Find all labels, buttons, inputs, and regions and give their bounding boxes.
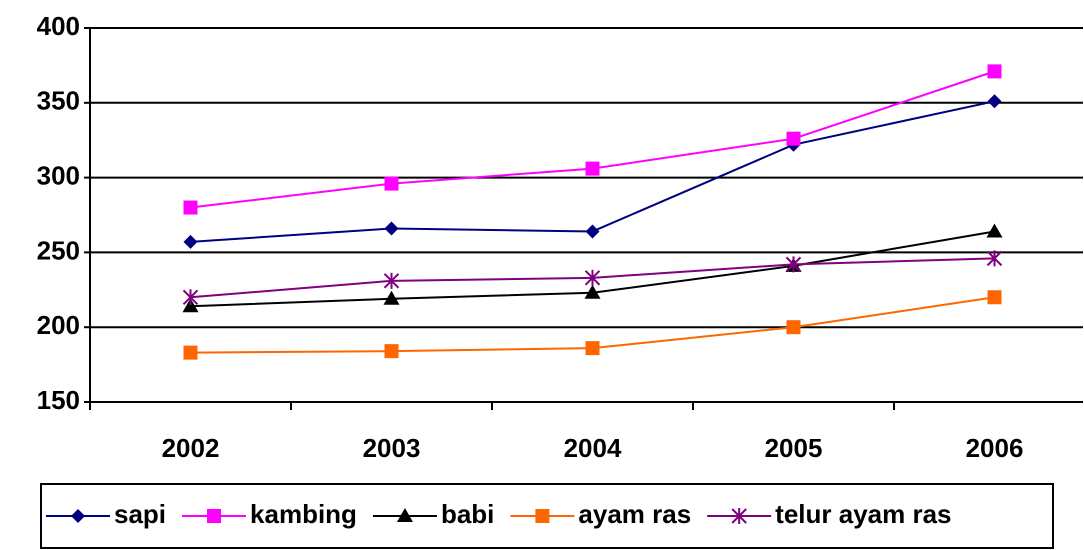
legend-marker [535, 509, 550, 523]
y-tick-label: 350 [37, 86, 80, 116]
data-point [986, 250, 1003, 267]
legend-marker [207, 509, 222, 523]
data-point [183, 200, 198, 215]
x-tick-label: 2006 [966, 433, 1024, 463]
data-point [786, 320, 801, 335]
data-point [785, 256, 802, 273]
data-point [584, 284, 601, 299]
y-tick-label: 250 [37, 235, 80, 265]
legend-label: ayam ras [578, 499, 691, 529]
data-point [786, 131, 801, 146]
data-point [585, 161, 600, 176]
x-tick-label: 2005 [765, 433, 823, 463]
data-point [383, 290, 400, 305]
data-point [182, 289, 199, 306]
x-tick-label: 2002 [162, 433, 220, 463]
data-point [585, 224, 600, 239]
legend-label: telur ayam ras [775, 499, 951, 529]
data-point [584, 269, 601, 286]
legend-label: sapi [114, 499, 166, 529]
data-point [986, 223, 1003, 238]
data-point [183, 234, 198, 249]
data-point [183, 345, 198, 360]
data-point [384, 221, 399, 236]
data-point [987, 290, 1002, 305]
x-tick-label: 2004 [564, 433, 622, 463]
data-point [585, 341, 600, 356]
legend-marker [731, 508, 747, 524]
data-point [987, 94, 1002, 109]
y-tick-label: 200 [37, 310, 80, 340]
data-point [384, 176, 399, 191]
y-tick-label: 150 [37, 385, 80, 415]
data-point [987, 64, 1002, 79]
data-point [383, 272, 400, 289]
series-line [190, 70, 995, 209]
y-tick-label: 300 [37, 160, 80, 190]
data-point [384, 344, 399, 359]
legend-label: kambing [250, 499, 357, 529]
y-tick-label: 400 [37, 11, 80, 41]
legend-label: babi [441, 499, 494, 529]
legend-marker [396, 508, 413, 522]
x-tick-label: 2003 [363, 433, 421, 463]
legend-marker [71, 509, 85, 523]
